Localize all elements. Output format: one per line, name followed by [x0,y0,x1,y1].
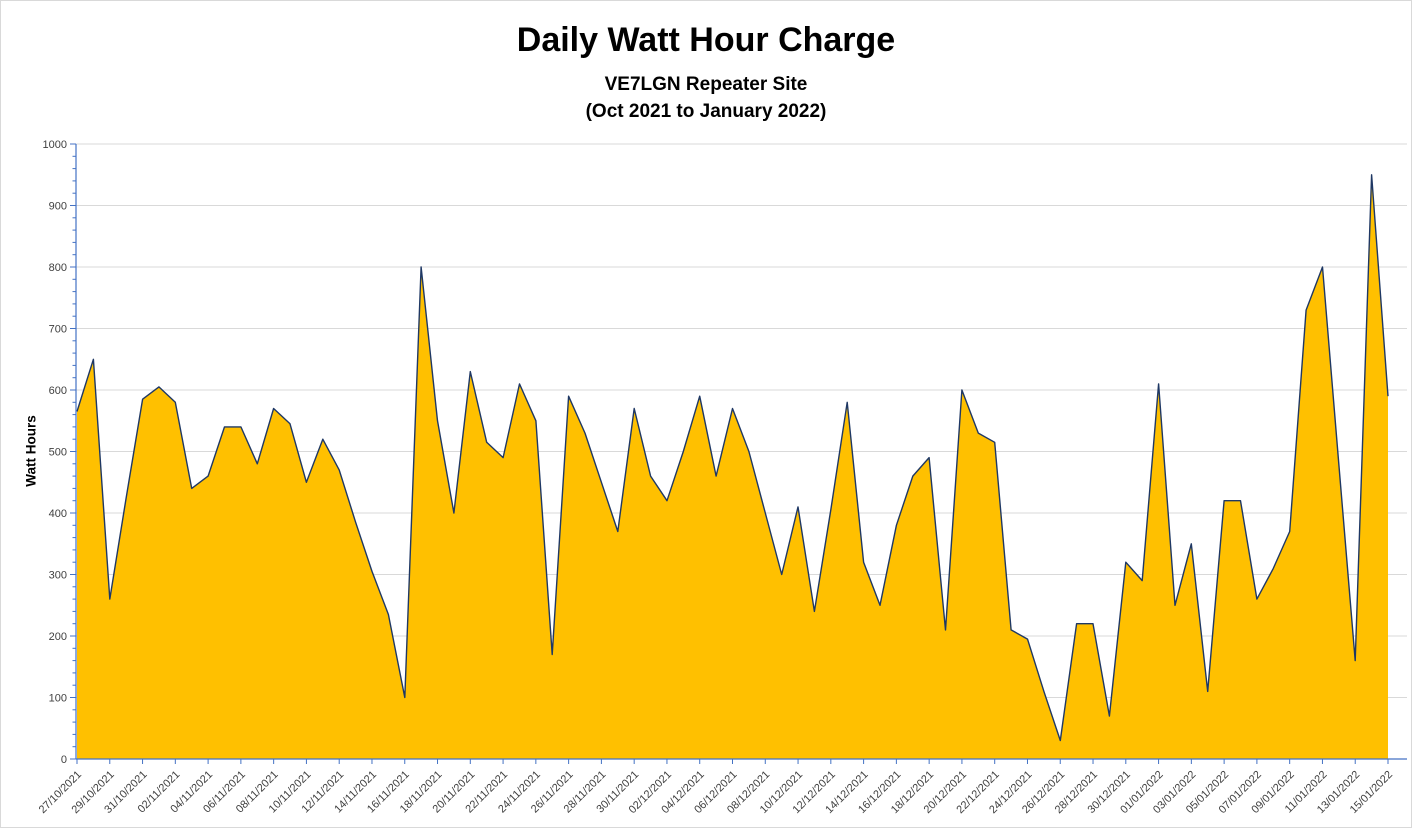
y-tick-label: 700 [49,324,67,336]
y-tick-label: 900 [49,201,67,213]
y-tick-label: 300 [49,570,67,582]
chart-subtitle-site: VE7LGN Repeater Site [604,74,808,95]
y-tick-label: 0 [61,754,67,766]
series-line [76,174,1389,742]
y-tick-label: 600 [49,385,67,397]
y-tick-label: 1000 [43,139,67,151]
y-tick-label: 500 [49,447,67,459]
area-fill [77,174,1388,760]
y-tick-label: 400 [49,508,67,520]
y-tick-label: 100 [49,693,67,705]
chart-title: Daily Watt Hour Charge [516,21,896,59]
y-tick-label: 800 [49,262,67,274]
chart-subtitle-daterange: (Oct 2021 to January 2022) [585,101,827,122]
y-tick-label: 200 [49,631,67,643]
